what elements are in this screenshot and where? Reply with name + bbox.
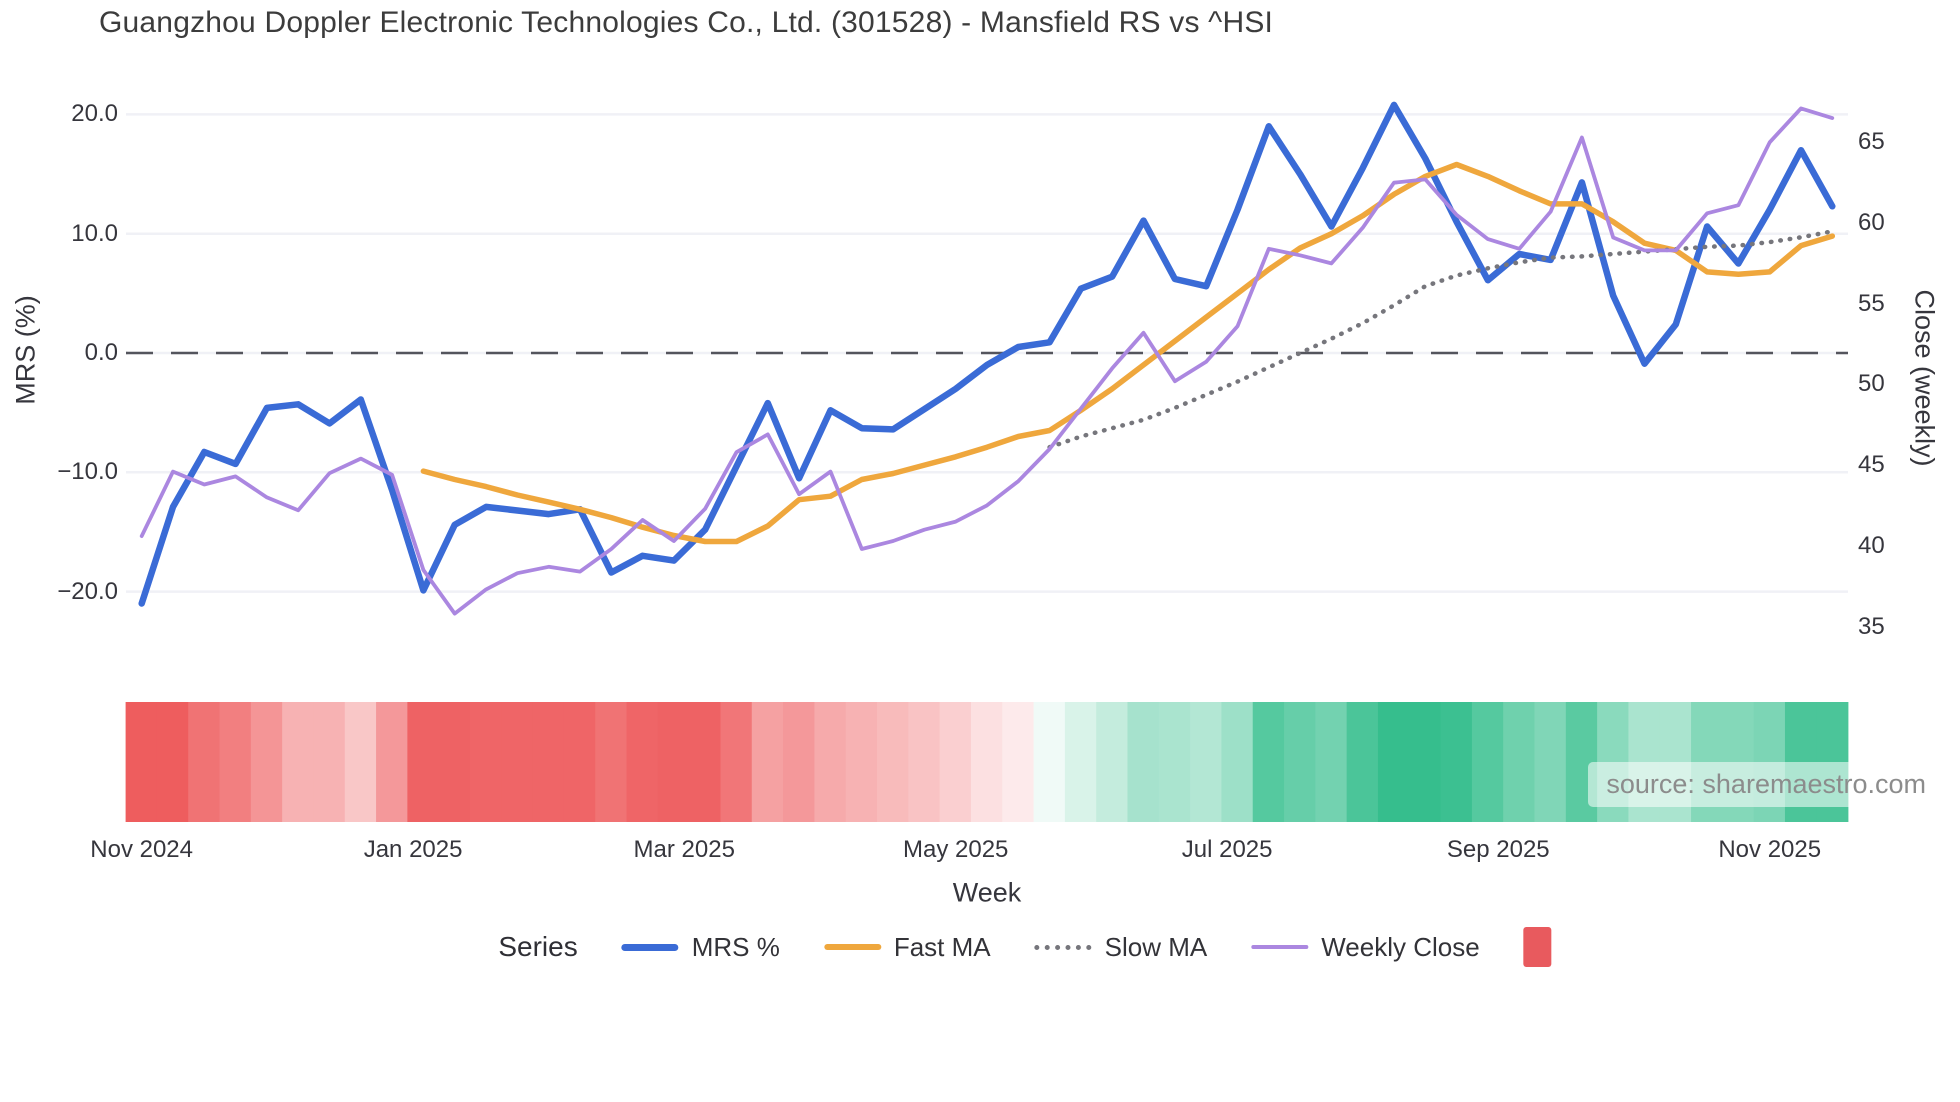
legend-swatch xyxy=(1251,945,1309,949)
y-left-tick: −10.0 xyxy=(57,458,118,486)
heatmap-cell xyxy=(1127,702,1160,822)
legend-item-fast-ma[interactable]: Fast MA xyxy=(823,931,991,963)
chart-title: Guangzhou Doppler Electronic Technologie… xyxy=(99,6,1274,39)
heatmap-cell xyxy=(1221,702,1254,822)
heatmap-cell xyxy=(344,702,377,822)
heatmap-cell xyxy=(877,702,910,822)
x-tick: Nov 2024 xyxy=(90,836,194,863)
heatmap-cell xyxy=(1377,702,1411,822)
heatmap-cell xyxy=(1409,702,1442,822)
legend-item-slow-ma[interactable]: Slow MA xyxy=(1034,931,1208,963)
heatmap-cell xyxy=(1002,702,1035,822)
legend-item-weekly-close[interactable]: Weekly Close xyxy=(1251,931,1480,963)
legend-label: MRS % xyxy=(691,931,780,962)
x-tick: Jul 2025 xyxy=(1181,836,1273,863)
heatmap-cell xyxy=(595,702,628,822)
heatmap-cell xyxy=(689,702,722,822)
heatmap-cell xyxy=(470,702,503,822)
heatmap-cell xyxy=(1033,702,1066,822)
series-line-weekly-close xyxy=(139,106,1835,616)
legend-title: Series xyxy=(498,931,578,962)
heatmap-cell xyxy=(1440,702,1473,822)
heatmap-cell xyxy=(532,702,565,822)
y-right-tick: 60 xyxy=(1858,209,1885,236)
y-left-axis-title: MRS (%) xyxy=(10,295,41,405)
heatmap-cell xyxy=(908,702,941,822)
source-watermark: source: sharemaestro.com xyxy=(1588,762,1944,807)
x-tick: May 2025 xyxy=(902,836,1009,863)
heatmap-cell xyxy=(250,702,283,822)
y-left-tick: 20.0 xyxy=(71,100,118,128)
y-left-tick: 0.0 xyxy=(84,339,118,366)
legend-item-mrs-[interactable]: MRS % xyxy=(621,931,780,963)
heatmap-cell xyxy=(970,702,1004,822)
heatmap-cell xyxy=(219,702,252,822)
heatmap-cell xyxy=(501,702,534,822)
y-left-tick: −20.0 xyxy=(57,577,118,605)
legend-label: Slow MA xyxy=(1104,931,1208,962)
heatmap-cell xyxy=(407,702,440,822)
heatmap-cell xyxy=(1064,702,1097,822)
y-right-tick: 65 xyxy=(1858,128,1885,156)
heatmap-cell xyxy=(751,702,784,822)
heatmap-cell xyxy=(1096,702,1129,822)
heatmap-cell xyxy=(845,702,878,822)
heatmap-cell xyxy=(1190,702,1223,822)
heatmap-cell xyxy=(626,702,659,822)
heatmap-cell xyxy=(563,702,597,822)
heatmap-cell xyxy=(1503,702,1536,822)
x-tick: Nov 2025 xyxy=(1718,836,1822,863)
legend: Series MRS % Fast MA Slow MA Weekly Close xyxy=(498,927,1552,967)
y-right-tick: 35 xyxy=(1858,612,1885,640)
y-right-tick: 55 xyxy=(1858,289,1885,317)
heatmap-cell xyxy=(1315,702,1348,822)
heatmap-cell xyxy=(188,702,221,822)
x-axis-title: Week xyxy=(952,877,1022,908)
heatmap-cell xyxy=(814,702,847,822)
series-line-slow-ma xyxy=(1047,229,1835,450)
heatmap-cell xyxy=(1471,702,1504,822)
y-right-axis-title: Close (weekly) xyxy=(1909,289,1940,467)
heatmap-cell xyxy=(125,702,158,822)
y-right-tick: 50 xyxy=(1858,370,1885,398)
heatmap-cell xyxy=(282,702,315,822)
heatmap-cell xyxy=(156,702,190,822)
heatmap-cell xyxy=(313,702,346,822)
heatmap-cell xyxy=(783,702,816,822)
heatmap-cell xyxy=(939,702,972,822)
legend-swatch xyxy=(1034,944,1092,950)
heatmap-cell xyxy=(1158,702,1191,822)
x-tick: Sep 2025 xyxy=(1446,836,1550,863)
heatmap-cell xyxy=(1284,702,1317,822)
heatmap-cell xyxy=(657,702,690,822)
legend-label: Fast MA xyxy=(893,931,991,962)
heatmap-cell xyxy=(1346,702,1379,822)
y-right-tick: 45 xyxy=(1858,451,1885,479)
series-line-mrs- xyxy=(138,101,1836,607)
heatmap-cell xyxy=(1534,702,1567,822)
legend-label: Weekly Close xyxy=(1321,931,1480,962)
legend-heatmap-swatch[interactable] xyxy=(1523,927,1552,967)
heatmap-cell xyxy=(376,702,409,822)
x-tick: Mar 2025 xyxy=(633,836,735,863)
y-right-tick: 40 xyxy=(1858,531,1885,559)
heatmap-cell xyxy=(438,702,471,822)
legend-swatch xyxy=(621,943,679,951)
x-tick: Jan 2025 xyxy=(363,836,463,863)
heatmap-cell xyxy=(720,702,753,822)
heatmap-cell xyxy=(1252,702,1285,822)
legend-swatch xyxy=(823,944,881,950)
y-left-tick: 10.0 xyxy=(71,219,118,247)
